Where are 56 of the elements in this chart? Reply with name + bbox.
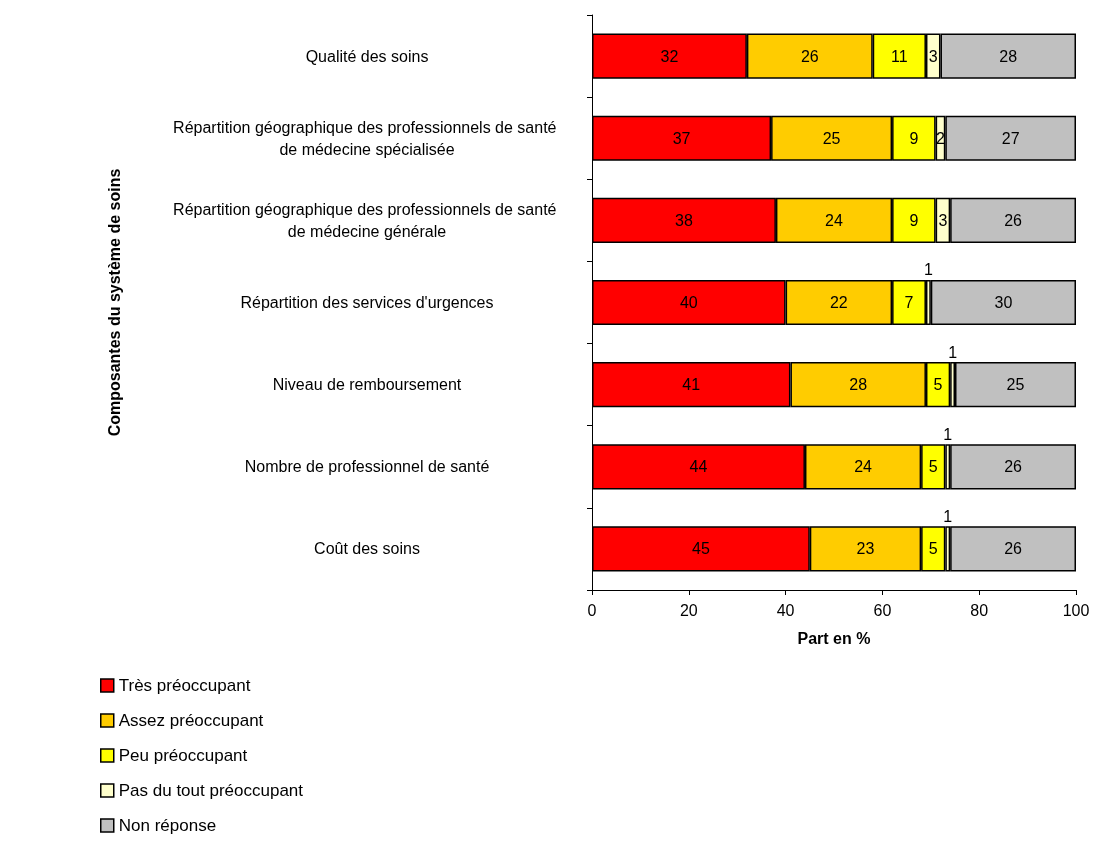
data-label: 2 — [936, 129, 946, 147]
data-label: 32 — [660, 47, 679, 65]
y-tick-label: Nombre de professionnel de santé — [244, 458, 490, 476]
data-label: 1 — [923, 261, 933, 279]
legend-label: Pas du tout préoccupant — [118, 781, 304, 800]
y-tick-label: Coût des soins — [314, 540, 420, 558]
x-axis-title: Part en % — [797, 629, 871, 647]
y-tick-label: Niveau de remboursement — [272, 376, 462, 394]
data-label: 23 — [856, 540, 875, 558]
data-label: 1 — [943, 507, 953, 525]
x-tick-label: 60 — [873, 601, 892, 619]
data-label: 11 — [891, 47, 908, 65]
data-label: 41 — [682, 376, 701, 394]
data-label: 1 — [943, 425, 953, 443]
data-label: 24 — [825, 211, 843, 229]
data-label: 30 — [994, 294, 1013, 311]
y-tick-label: Répartition géographique des professionnels de santé de médecine générale — [173, 200, 561, 240]
data-label: 25 — [1006, 376, 1025, 394]
data-label: 1 — [948, 343, 958, 361]
y-tick-label: Répartition géographique des professionnels de santé de médecine spécialisée — [173, 118, 561, 158]
legend-label: Peu préoccupant — [118, 746, 248, 765]
bar — [930, 279, 1076, 326]
x-tick-label: 40 — [776, 601, 795, 619]
data-label: 5 — [928, 458, 938, 476]
y-tick-label: Répartition des services d'urgences — [240, 294, 494, 311]
data-label: 26 — [1004, 211, 1023, 229]
data-label: 26 — [1004, 458, 1023, 476]
x-tick-label: 100 — [1062, 601, 1090, 619]
legend-label: Assez préoccupant — [118, 711, 264, 730]
y-axis-title: Composantes du système de soins — [105, 168, 123, 437]
x-tick-label: 80 — [970, 601, 989, 619]
y-tick-label: Qualité des soins — [305, 47, 429, 65]
x-tick-label: 20 — [679, 601, 698, 619]
data-label: 44 — [689, 458, 708, 476]
data-label: 26 — [1004, 540, 1023, 558]
data-label: 26 — [800, 47, 819, 65]
data-label: 28 — [849, 376, 868, 394]
data-label: 9 — [909, 129, 919, 147]
data-label: 37 — [672, 129, 691, 147]
data-label: 3 — [938, 211, 948, 229]
data-label: 27 — [1001, 129, 1020, 147]
data-label: 25 — [822, 129, 841, 147]
data-label: 5 — [933, 376, 943, 394]
data-label: 9 — [909, 211, 919, 229]
data-label: 5 — [928, 540, 938, 558]
data-label: 40 — [679, 294, 698, 311]
data-label: 38 — [675, 211, 693, 229]
data-label: 28 — [999, 47, 1018, 65]
data-label: 24 — [854, 458, 873, 476]
data-label: 45 — [692, 540, 710, 558]
data-label: 3 — [928, 47, 938, 65]
legend-label: Très préoccupant — [118, 676, 251, 695]
x-tick-label: 0 — [587, 601, 597, 619]
data-label: 22 — [829, 294, 848, 311]
data-label: 7 — [904, 294, 914, 311]
legend-label: Non réponse — [118, 816, 217, 835]
